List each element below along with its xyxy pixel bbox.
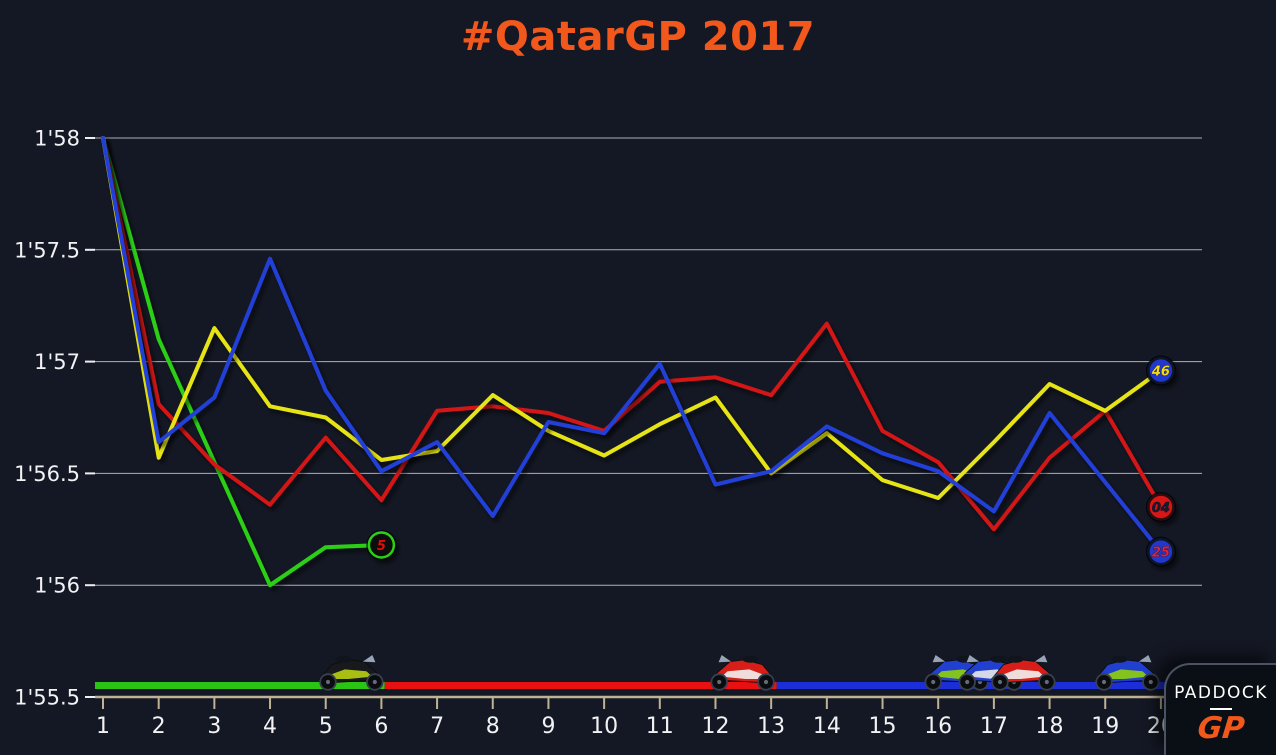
x-tick-label: 3 xyxy=(207,714,221,739)
paddock-logo-text: PADDOCK xyxy=(1174,683,1268,703)
bike-decorations xyxy=(318,655,1160,691)
bike-windscreen xyxy=(1138,655,1152,663)
bike-windscreen xyxy=(718,655,732,663)
x-tick-label: 8 xyxy=(486,714,500,739)
series-line-46 xyxy=(101,136,1163,500)
bike-wheel-hub xyxy=(325,679,331,685)
leader-bar-segment xyxy=(384,682,777,689)
marker-circle xyxy=(1147,493,1175,521)
bike-seat-hump xyxy=(742,655,759,663)
x-tick-label: 17 xyxy=(980,714,1008,739)
bike-windscreen xyxy=(966,655,980,663)
rider-marker-46: 46 xyxy=(1145,355,1176,386)
chart-title: #QatarGP 2017 xyxy=(460,14,816,60)
marker-outline xyxy=(1145,355,1176,386)
rider-marker-5: 5 xyxy=(366,529,397,560)
x-tick-label: 14 xyxy=(813,714,841,739)
marker-outline xyxy=(366,529,397,560)
marker-circle xyxy=(367,531,396,559)
x-tick-label: 6 xyxy=(374,714,388,739)
x-tick-label: 9 xyxy=(541,714,555,739)
y-tick-label: 1'57 xyxy=(34,350,80,374)
bike-wheel-hub xyxy=(997,679,1003,685)
logo-divider xyxy=(1210,708,1232,710)
x-tick-label: 18 xyxy=(1036,714,1064,739)
marker-number: 04 xyxy=(1152,501,1170,516)
bike-wheel-hub xyxy=(372,679,377,685)
x-tick-label: 15 xyxy=(869,714,897,739)
bike-windscreen xyxy=(932,655,946,663)
bike-windscreen xyxy=(1034,655,1048,663)
x-tick-label: 11 xyxy=(646,714,674,739)
bike-red-ducati-icon xyxy=(710,655,776,691)
marker-outline xyxy=(1145,536,1176,567)
bike-seat-hump xyxy=(335,655,352,663)
series-line-25 xyxy=(101,136,1163,554)
x-tick-label: 19 xyxy=(1091,714,1119,739)
marker-number: 25 xyxy=(1152,546,1170,561)
series-line-04 xyxy=(101,136,1163,532)
marker-outline xyxy=(1145,491,1176,522)
x-tick-label: 16 xyxy=(924,714,952,739)
x-tick-label: 12 xyxy=(701,714,729,739)
bike-wheel-hub xyxy=(1101,679,1107,685)
y-tick-label: 1'58 xyxy=(34,127,80,151)
y-tick-label: 1'57.5 xyxy=(14,238,80,262)
x-tick-label: 1 xyxy=(96,714,110,739)
rider-markers: 5 04 46 25 xyxy=(366,355,1176,567)
bike-red-ducati-icon xyxy=(990,655,1056,691)
marker-circle xyxy=(1147,537,1175,566)
marker-number: 46 xyxy=(1151,365,1170,380)
y-tick-label: 1'56.5 xyxy=(14,462,80,486)
x-tick-label: 10 xyxy=(590,714,618,739)
paddock-gp-logo: PADDOCK GP xyxy=(1164,663,1276,755)
x-tick-label: 2 xyxy=(152,714,166,739)
rider-marker-25: 25 xyxy=(1145,536,1176,567)
bike-wheel-hub xyxy=(1148,679,1153,685)
bike-windscreen xyxy=(362,655,376,663)
bike-seat-hump xyxy=(1111,655,1128,663)
bike-seat-hump xyxy=(990,655,1007,663)
bike-black-green-icon xyxy=(318,655,384,691)
bike-stripe xyxy=(326,669,373,679)
bike-wheel-hub xyxy=(717,679,722,685)
bike-seat-hump xyxy=(1007,655,1024,663)
bike-wheel-hub xyxy=(965,679,970,685)
bike-stripe xyxy=(721,669,768,679)
bike-blue-yamaha-icon xyxy=(1094,655,1160,691)
x-tick-label: 4 xyxy=(263,714,277,739)
bike-wheel-hub xyxy=(1044,679,1049,685)
marker-circle xyxy=(1147,356,1175,385)
series-line-5 xyxy=(101,136,384,588)
bike-wheel-hub xyxy=(763,679,769,685)
series-lines xyxy=(101,136,1163,588)
bike-stripe xyxy=(1102,669,1149,679)
marker-number: 5 xyxy=(377,539,386,554)
bike-wheel-hub xyxy=(931,679,936,685)
y-tick-label: 1'55.5 xyxy=(14,686,80,710)
rider-marker-04: 04 xyxy=(1145,491,1176,522)
x-tick-label: 5 xyxy=(319,714,333,739)
x-tick-label: 13 xyxy=(757,714,785,739)
bike-stripe xyxy=(998,669,1045,679)
x-tick-label: 7 xyxy=(430,714,444,739)
x-axis: 1 2 3 4 5 6 7 8 9 10 11 12 13 14 15 16 17 18 19 20 xyxy=(95,695,1203,739)
gp-logo-text: GP xyxy=(1195,711,1247,746)
y-tick-label: 1'56 xyxy=(34,574,80,598)
leader-bar-segment xyxy=(95,682,385,689)
